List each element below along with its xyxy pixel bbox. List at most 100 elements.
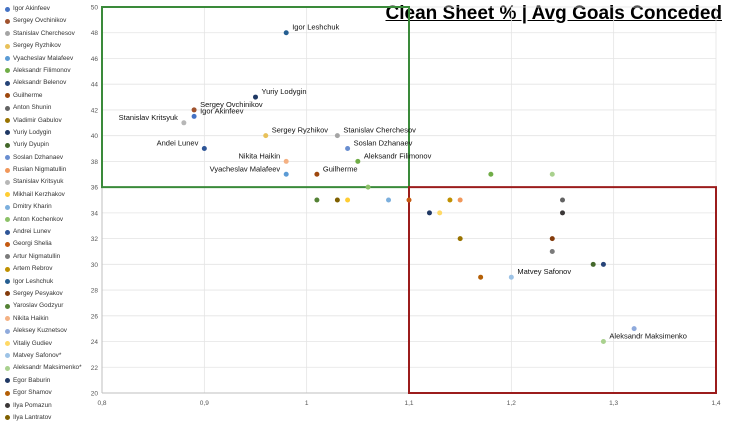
data-label: Soslan Dzhanaev xyxy=(354,139,413,148)
legend: Igor Akinfeev Sergey Ovchinikov Stanislav … xyxy=(4,4,100,425)
x-tick-label: 1,4 xyxy=(711,400,720,407)
data-point xyxy=(365,184,371,190)
legend-item: Sergey Pesyakov xyxy=(4,289,100,301)
legend-label: Georgi Shelia xyxy=(13,240,52,248)
x-tick-label: 1,2 xyxy=(507,400,516,407)
legend-swatch xyxy=(5,105,10,111)
top-left-box xyxy=(101,6,410,189)
data-point xyxy=(560,210,565,216)
legend-item: Egor Shamov xyxy=(4,388,100,400)
legend-swatch xyxy=(5,142,10,148)
data-label: Guilherme xyxy=(323,164,358,173)
y-tick-label: 40 xyxy=(91,133,99,140)
legend-label: Vitaliy Gudiev xyxy=(13,339,52,347)
data-point xyxy=(457,236,463,242)
data-point xyxy=(314,197,320,203)
legend-label: Yuriy Lodygin xyxy=(13,128,52,136)
legend-label: Vyacheslav Malafeev xyxy=(13,54,74,62)
legend-swatch xyxy=(5,291,10,297)
x-tick-label: 1 xyxy=(305,400,309,407)
y-tick-label: 20 xyxy=(91,391,99,398)
x-tick-label: 0,9 xyxy=(200,400,209,407)
legend-label: Egor Shamov xyxy=(13,389,52,397)
y-tick-label: 42 xyxy=(91,107,99,114)
legend-swatch xyxy=(5,229,10,235)
legend-item: Egor Baburin xyxy=(4,376,100,388)
legend-item: Dmitry Kharin xyxy=(4,202,100,214)
legend-swatch xyxy=(5,31,10,37)
legend-item: Mikhail Kerzhakov xyxy=(4,190,100,202)
data-point xyxy=(345,146,351,152)
y-tick-label: 32 xyxy=(91,236,99,243)
legend-item: Georgi Shelia xyxy=(4,239,100,251)
legend-item: Vyacheslav Malafeev xyxy=(4,54,100,66)
data-point xyxy=(600,261,606,267)
legend-item: Aleksandr Filimonov xyxy=(4,66,100,78)
legend-label: Artem Rebrov xyxy=(13,265,53,273)
legend-item: Vladimir Gabulov xyxy=(4,116,100,128)
legend-swatch xyxy=(5,167,10,173)
data-point xyxy=(437,210,443,216)
data-point xyxy=(283,30,289,36)
x-tick-label: 0,8 xyxy=(97,400,106,407)
scatter-chart: 20 22 24 26 28 30 32 34 36 38 40 42 44 46 48 50 0,8 0,9 1 1… xyxy=(91,5,721,408)
legend-swatch xyxy=(5,179,10,185)
legend-item: Vitaliy Gudiev xyxy=(4,339,100,351)
legend-item: Artur Nigmatullin xyxy=(4,252,100,264)
data-label: Stanislav Cherchesov xyxy=(343,126,416,135)
legend-item: Ilya Pomazun xyxy=(4,401,100,413)
legend-item: Yuriy Lodygin xyxy=(4,128,100,140)
data-point xyxy=(549,171,555,177)
data-point xyxy=(334,197,340,203)
data-point xyxy=(488,171,494,177)
legend-swatch xyxy=(5,328,10,334)
data-point xyxy=(283,171,289,177)
legend-item: Ilya Lantratov xyxy=(4,413,100,425)
legend-label: Nikita Haikin xyxy=(13,314,49,322)
legend-label: Sergey Ovchinikov xyxy=(13,17,67,25)
legend-label: Igor Akinfeev xyxy=(13,5,50,12)
legend-item: Aleksandr Maksimenko* xyxy=(4,363,100,375)
legend-label: Vladimir Gabulov xyxy=(13,116,62,124)
legend-label: Andrei Lunev xyxy=(13,228,51,236)
legend-swatch xyxy=(5,415,10,421)
data-label: Igor Leshchuk xyxy=(292,23,339,32)
data-point xyxy=(181,120,187,126)
legend-swatch xyxy=(5,390,10,396)
legend-item: Ruslan Nigmatullin xyxy=(4,165,100,177)
data-point xyxy=(201,146,207,152)
legend-swatch xyxy=(5,365,10,371)
data-point xyxy=(590,261,596,267)
data-point xyxy=(263,133,269,139)
legend-label: Yaroslav Godzyur xyxy=(13,302,64,310)
data-point xyxy=(345,197,351,203)
legend-item: Guilherme xyxy=(4,91,100,103)
legend-swatch xyxy=(5,6,10,12)
y-tick-label: 26 xyxy=(91,313,99,320)
legend-swatch xyxy=(5,403,10,408)
data-label: Sergey Ryzhikov xyxy=(272,126,329,135)
data-point xyxy=(406,197,412,203)
legend-label: Igor Leshchuk xyxy=(13,277,54,285)
legend-label: Egor Baburin xyxy=(13,376,51,384)
legend-label: Anton Kochenkov xyxy=(13,215,64,223)
legend-label: Ilya Pomazun xyxy=(13,401,52,409)
legend-item: Igor Akinfeev xyxy=(4,4,100,16)
legend-swatch xyxy=(5,254,10,260)
legend-label: Sergey Pesyakov xyxy=(13,289,63,297)
legend-swatch xyxy=(5,204,10,210)
data-point xyxy=(549,236,555,242)
y-tick-label: 50 xyxy=(91,5,99,12)
x-tick-label: 1,1 xyxy=(404,400,413,407)
y-tick-label: 30 xyxy=(91,262,99,269)
legend-swatch xyxy=(5,118,10,124)
legend-item: Stanislav Cherchesov xyxy=(4,29,100,41)
y-tick-label: 46 xyxy=(91,56,99,63)
legend-swatch xyxy=(5,241,10,247)
legend-swatch xyxy=(5,18,10,24)
data-point xyxy=(549,248,555,254)
y-tick-label: 28 xyxy=(91,288,99,295)
legend-item: Igor Leshchuk xyxy=(4,277,100,289)
legend-item: Anton Kochenkov xyxy=(4,215,100,227)
legend-item: Soslan Dzhanaev xyxy=(4,153,100,165)
